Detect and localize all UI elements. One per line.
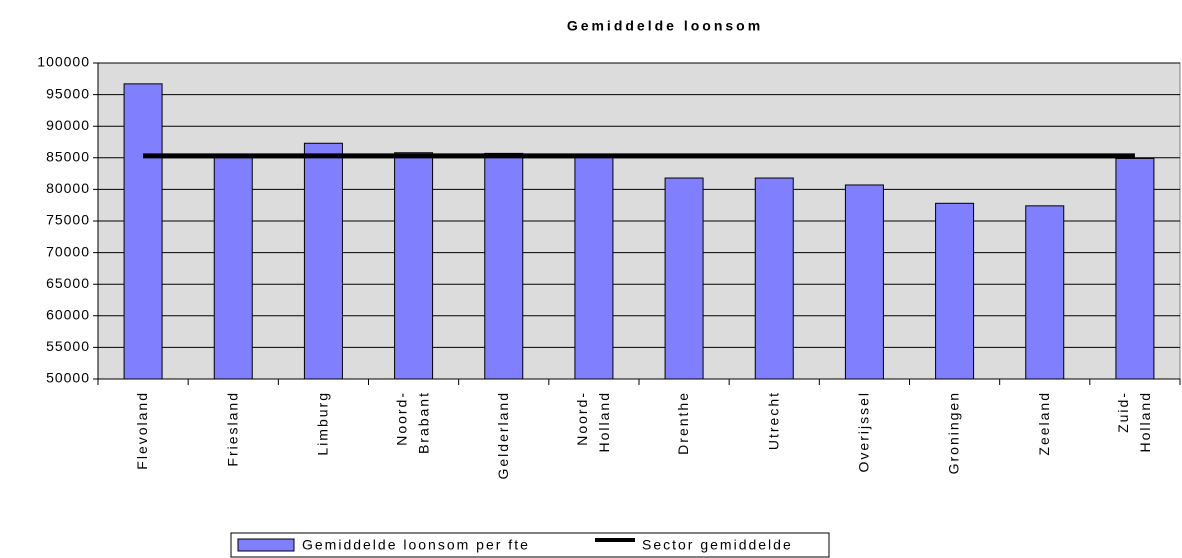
x-tick-label: Overijssel [855,391,871,472]
bar [754,177,794,380]
y-tick-label: 75000 [46,212,90,228]
x-tick-label-line: Holland [596,391,612,452]
y-tick-label: 60000 [46,307,90,323]
x-tick-label-line: Overijssel [855,391,871,472]
x-tick-label-line: Noord- [393,391,409,446]
bar [574,156,614,380]
x-tick-label: Noord- Brabant [393,391,431,454]
x-tick-label: Gelderland [494,391,510,480]
y-tick-label: 50000 [46,370,90,386]
bar [664,177,704,380]
bar [303,142,343,380]
x-tick-label: Groningen [945,391,961,474]
x-tick-label-line: Brabant [415,391,431,454]
x-tick-label: Drenthe [675,391,691,455]
x-tick-label: Noord- Holland [574,391,612,452]
y-tick-label: 90000 [46,117,90,133]
bar [484,152,524,380]
x-tick-label: Utrecht [765,391,781,450]
y-tick-label: 80000 [46,180,90,196]
x-tick-label-line: Groningen [945,391,961,474]
x-tick-label: Limburg [314,391,330,456]
y-tick-label: 65000 [46,275,90,291]
legend-swatch [237,538,295,552]
bar [935,202,975,380]
x-tick-label-line: Utrecht [765,391,781,450]
chart-title: Gemiddelde loonsom [567,18,763,34]
bar [844,184,884,380]
bar [213,157,253,380]
bar [123,83,163,380]
y-tick-label: 55000 [46,338,90,354]
x-tick-label: Zuid- Holland [1115,391,1153,452]
y-tick-label: 95000 [46,85,90,101]
x-tick-label-line: Noord- [574,391,590,446]
x-tick-label-line: Drenthe [675,391,691,455]
x-tick-label-line: Zeeland [1035,391,1051,456]
x-tick-label: Zeeland [1035,391,1051,456]
y-tick-label: 85000 [46,149,90,165]
legend-box [230,532,830,558]
x-tick-label-line: Zuid- [1115,391,1131,433]
legend-label: Gemiddelde loonsom per fte [302,537,530,553]
x-tick-label-line: Gelderland [494,391,510,480]
x-tick-label-line: Holland [1137,391,1153,452]
x-tick-label-line: Friesland [224,391,240,467]
bar [1025,205,1065,380]
x-tick-label: Friesland [224,391,240,467]
x-tick-label: Flevoland [134,391,150,470]
legend-label: Sector gemiddelde [642,537,793,553]
x-tick-label-line: Flevoland [134,391,150,470]
bar [394,152,434,380]
y-tick-label: 70000 [46,243,90,259]
bar [1115,157,1155,380]
x-tick-label-line: Limburg [314,391,330,456]
y-tick-label: 100000 [37,54,90,70]
